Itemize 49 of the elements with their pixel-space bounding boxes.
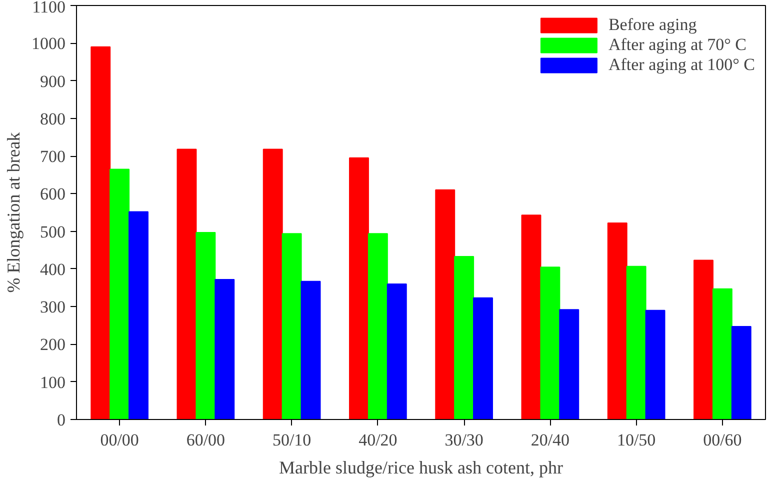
x-tick-label: 10/50 (616, 430, 656, 450)
y-tick-label: 700 (40, 147, 66, 166)
y-tick-label: 400 (40, 260, 66, 279)
bar (559, 309, 580, 420)
legend-label: After aging at 70° C (608, 35, 746, 55)
bar (473, 297, 493, 420)
bar (176, 148, 197, 420)
bar (282, 233, 302, 420)
x-tick-label: 00/00 (100, 430, 139, 450)
bar (694, 260, 714, 420)
x-tick-label: 20/40 (530, 430, 570, 450)
x-tick-label: 60/00 (186, 430, 226, 450)
bar (349, 157, 369, 420)
y-tick-label: 900 (40, 72, 66, 91)
bar (435, 189, 456, 420)
bar (645, 310, 666, 420)
bar (110, 168, 130, 420)
bar (368, 233, 388, 420)
bar (386, 284, 407, 420)
y-tick-label: 100 (40, 372, 66, 392)
bar (300, 280, 321, 420)
bar (262, 148, 283, 420)
bar (196, 232, 216, 420)
bar (731, 326, 752, 420)
bar (712, 288, 732, 420)
bar (626, 266, 646, 420)
bar (90, 46, 111, 420)
x-tick-label: 30/30 (444, 430, 484, 450)
x-tick-label: 40/20 (358, 430, 398, 450)
bar (454, 256, 474, 420)
y-tick-label: 200 (40, 335, 66, 354)
legend-label: Before aging (608, 15, 697, 35)
x-tick-label: 50/10 (272, 430, 312, 450)
legend-label: After aging at 100° C (608, 55, 755, 75)
y-axis-title: % Elongation at break (4, 132, 24, 293)
bar (128, 211, 148, 420)
x-tick-label: 00/60 (703, 430, 742, 450)
y-tick-label: 300 (40, 298, 66, 317)
y-tick-label: 1000 (32, 34, 66, 54)
bar (607, 222, 628, 420)
y-tick-label: 600 (40, 184, 66, 204)
bar (214, 278, 235, 420)
bar (540, 266, 560, 420)
bar (521, 214, 542, 420)
x-axis-title: Marble sludge/rice husk ash cotent, phr (279, 458, 563, 478)
y-tick-label: 500 (40, 222, 66, 242)
y-tick-label: 1100 (32, 0, 66, 16)
y-tick-label: 800 (40, 109, 66, 128)
y-tick-label: 0 (57, 410, 66, 430)
